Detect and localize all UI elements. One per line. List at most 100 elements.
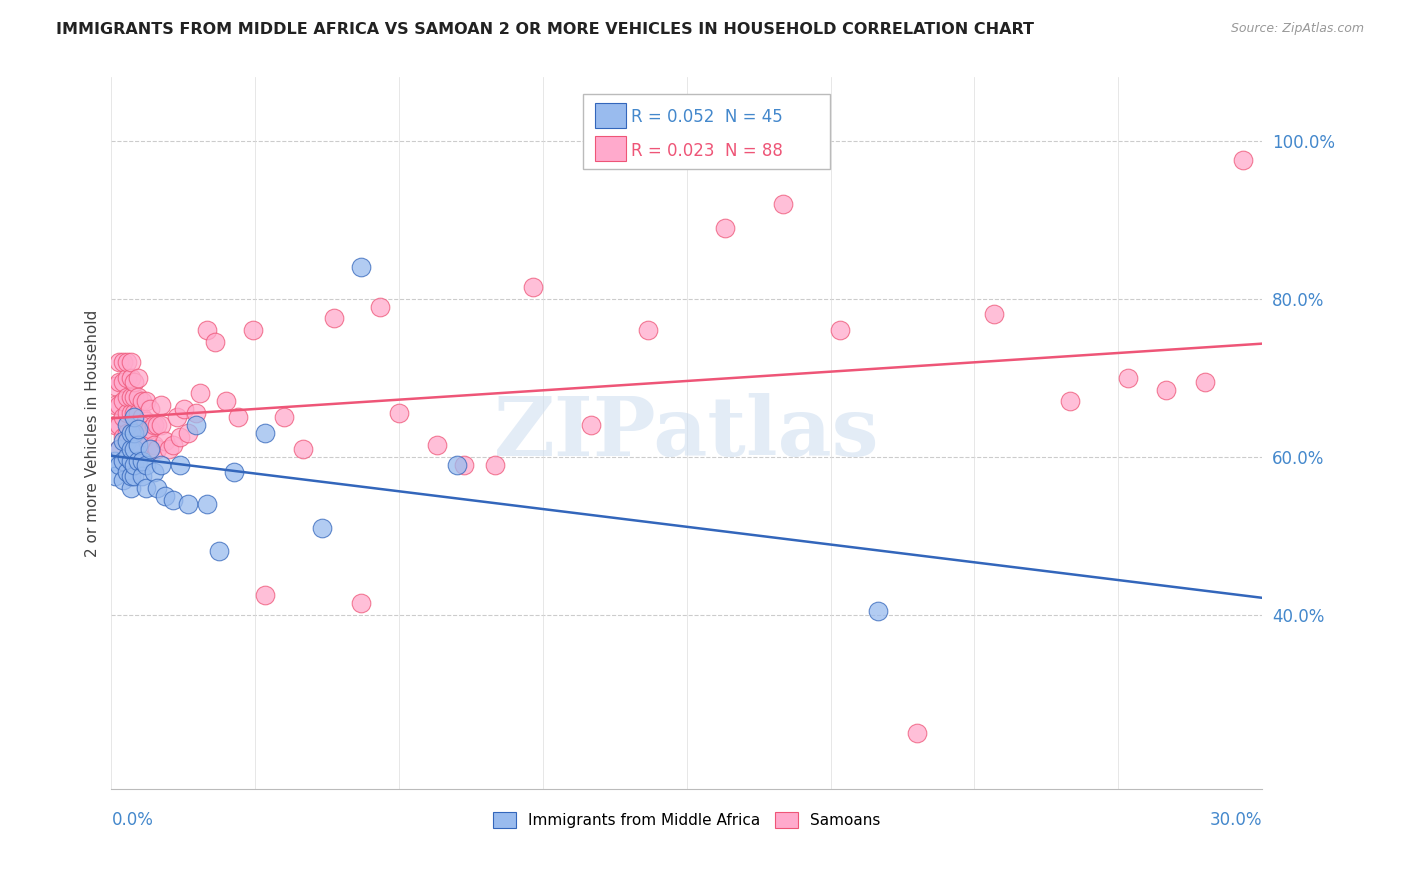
Point [253,588,276,602]
Point [1194,375,1216,389]
Point [184,406,207,420]
Point [115,406,138,420]
Point [127,442,149,456]
Point [226,410,249,425]
Point [115,425,138,440]
Point [115,391,138,405]
Point [120,453,142,467]
Point [104,469,127,483]
Point [111,474,134,488]
Text: R = 0.023  N = 88: R = 0.023 N = 88 [631,142,783,160]
Point [446,458,468,472]
Point [1232,153,1254,168]
Point [983,308,1005,322]
Point [104,398,127,412]
Point [120,425,142,440]
Point [714,220,737,235]
Point [292,442,315,456]
Point [150,458,173,472]
Point [115,370,138,384]
Point [108,375,131,389]
Point [124,446,146,460]
Point [108,458,131,472]
Point [111,375,134,389]
Point [142,418,165,433]
Point [1116,370,1139,384]
Legend: Immigrants from Middle Africa, Samoans: Immigrants from Middle Africa, Samoans [486,806,887,834]
Point [177,497,200,511]
Point [120,370,142,384]
Point [108,442,131,456]
Point [453,458,475,472]
Point [111,430,134,444]
Point [350,260,373,274]
Point [142,466,165,480]
Point [104,418,127,433]
Point [124,442,146,456]
Point [124,391,146,405]
Point [131,453,153,467]
Text: ZIPatlas: ZIPatlas [494,393,880,473]
Point [115,434,138,448]
Point [177,425,200,440]
Point [162,438,184,452]
Point [120,406,142,420]
Point [772,197,794,211]
Point [188,386,211,401]
Point [162,493,184,508]
Point [111,394,134,409]
Point [195,323,218,337]
Point [1154,383,1177,397]
Point [135,458,157,472]
Point [522,280,544,294]
Point [184,418,207,433]
Point [388,406,411,420]
Point [115,418,138,433]
Point [120,391,142,405]
Point [368,300,391,314]
Point [120,446,142,460]
Point [484,458,506,472]
Point [131,410,153,425]
Point [139,442,162,456]
Point [139,422,162,436]
Point [111,453,134,467]
Point [127,370,149,384]
Point [111,453,134,467]
Point [111,410,134,425]
Point [115,355,138,369]
Text: 0.0%: 0.0% [111,811,153,829]
Point [637,323,659,337]
Point [131,469,153,483]
Point [135,394,157,409]
Point [157,442,180,456]
Point [169,458,191,472]
Point [868,604,890,618]
Point [905,726,928,740]
Point [124,375,146,389]
Point [153,434,176,448]
Point [150,418,173,433]
Point [150,398,173,412]
Point [311,521,333,535]
Point [146,481,169,495]
Point [104,453,127,467]
Point [169,430,191,444]
Point [273,410,295,425]
Point [127,438,149,452]
Point [426,438,449,452]
Point [120,469,142,483]
Point [111,434,134,448]
Point [120,355,142,369]
Text: R = 0.052  N = 45: R = 0.052 N = 45 [631,108,783,126]
Point [124,425,146,440]
Point [124,406,146,420]
Point [1059,394,1081,409]
Point [127,422,149,436]
Point [124,458,146,472]
Point [139,402,162,417]
Point [322,311,344,326]
Point [350,596,373,610]
Point [135,430,157,444]
Point [195,497,218,511]
